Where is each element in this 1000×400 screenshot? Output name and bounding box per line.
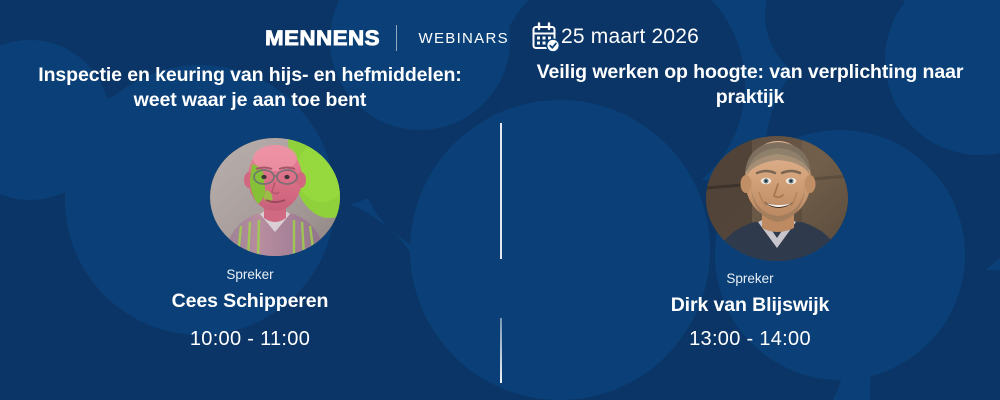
session-time: 10:00 - 11:00 (189, 328, 311, 350)
column-divider-bottom (500, 318, 502, 383)
session-title: Inspectie en keuring van hijs- en hefmid… (38, 64, 462, 111)
session-column-left: Inspectie en keuring van hijs- en hefmid… (38, 64, 462, 350)
speaker-role-label: Spreker (726, 271, 774, 286)
column-divider-top (500, 123, 502, 259)
speaker-avatar (706, 136, 848, 261)
speaker-role-label: Spreker (226, 267, 274, 282)
speaker-name: Cees Schipperen (171, 290, 329, 312)
session-time: 13:00 - 14:00 (689, 328, 811, 350)
session-title: Veilig werken op hoogte: van verplichtin… (536, 61, 964, 108)
speaker-name: Dirk van Blijswijk (670, 294, 830, 316)
speaker-avatar (210, 138, 340, 256)
session-column-right: Veilig werken op hoogte: van verplichtin… (500, 0, 1000, 400)
